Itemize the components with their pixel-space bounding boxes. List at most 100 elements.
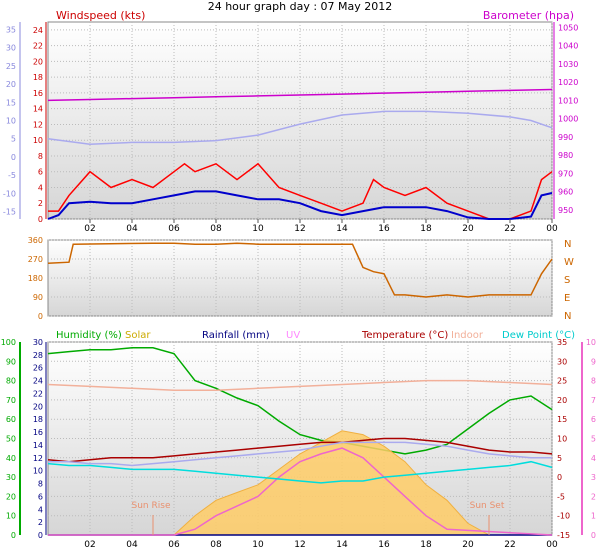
legend-label: Indoor <box>451 330 484 341</box>
wind-tick-label: 24 <box>33 26 43 35</box>
x-tick-label: 00 <box>546 540 558 550</box>
x-tick-label: 20 <box>462 540 474 550</box>
sunset-label: Sun Set <box>470 501 505 511</box>
outer-left-tick-label: -10 <box>3 189 16 198</box>
temperature-tick-label: 0 <box>557 473 562 482</box>
windspeed-axis-label: Windspeed (kts) <box>56 9 145 22</box>
humidity-tick-label: 90 <box>6 357 16 366</box>
humidity-tick-label: 60 <box>6 415 16 424</box>
x-tick-label: 10 <box>252 224 264 234</box>
uv-tick-label: 2 <box>591 492 596 501</box>
rainfall-tick-label: 2 <box>38 518 43 527</box>
x-tick-label: 10 <box>252 540 264 550</box>
rainfall-tick-label: 18 <box>33 415 43 424</box>
x-tick-label: 06 <box>168 540 180 550</box>
direction-tick-label: 180 <box>28 274 43 283</box>
humidity-tick-label: 40 <box>6 454 16 463</box>
panel1-series-line <box>47 110 553 145</box>
rainfall-tick-label: 16 <box>33 428 43 437</box>
uv-tick-label: 4 <box>591 454 596 463</box>
humidity-tick-label: 70 <box>6 396 16 405</box>
rainfall-tick-label: 30 <box>33 338 43 347</box>
temperature-tick-label: 20 <box>557 396 567 405</box>
outer-left-tick-label: 15 <box>6 98 16 107</box>
x-tick-label: 16 <box>378 224 390 234</box>
barometer-tick-label: 980 <box>558 151 573 160</box>
rainfall-tick-label: 4 <box>38 505 43 514</box>
x-tick-label: 22 <box>504 224 515 234</box>
uv-tick-label: 9 <box>591 357 596 366</box>
uv-tick-label: 7 <box>591 396 596 405</box>
wind-tick-label: 14 <box>33 105 43 114</box>
uv-tick-label: 5 <box>591 435 596 444</box>
direction-series-line <box>47 242 553 298</box>
x-tick-label: 04 <box>126 224 138 234</box>
rainfall-tick-label: 26 <box>33 364 43 373</box>
outer-left-tick-label: 10 <box>6 117 16 126</box>
humidity-tick-label: 10 <box>6 512 16 521</box>
temperature-tick-label: -15 <box>557 531 570 540</box>
x-tick-label: 20 <box>462 224 474 234</box>
panel3-series-line <box>47 437 553 463</box>
rainfall-tick-label: 8 <box>38 480 43 489</box>
barometer-tick-label: 960 <box>558 188 573 197</box>
barometer-tick-label: 1020 <box>558 78 578 87</box>
panel1-series-line <box>47 88 553 102</box>
outer-left-tick-label: 5 <box>11 135 16 144</box>
uv-tick-label: 8 <box>591 377 596 386</box>
legend-label: Solar <box>125 330 151 341</box>
temperature-tick-label: -5 <box>557 492 565 501</box>
outer-left-tick-label: 30 <box>6 44 16 53</box>
humidity-tick-label: 100 <box>1 338 16 347</box>
legend-label: Dew Point (°C) <box>502 330 575 341</box>
legend-label: UV <box>286 330 300 341</box>
rainfall-tick-label: 24 <box>33 377 43 386</box>
uv-tick-label: 1 <box>591 512 596 521</box>
temperature-tick-label: 10 <box>557 435 567 444</box>
x-tick-label: 18 <box>420 224 432 234</box>
x-tick-label: 02 <box>84 224 95 234</box>
humidity-tick-label: 50 <box>6 435 16 444</box>
legend-label: Temperature (°C) <box>361 330 448 341</box>
humidity-tick-label: 0 <box>11 531 16 540</box>
rainfall-tick-label: 12 <box>33 454 43 463</box>
x-tick-label: 14 <box>336 224 348 234</box>
uv-tick-label: 6 <box>591 415 596 424</box>
rainfall-tick-label: 22 <box>33 389 43 398</box>
panel1-series-line <box>48 162 553 220</box>
x-tick-label: 08 <box>210 224 222 234</box>
panel3-series-line <box>47 347 553 455</box>
outer-left-tick-label: 25 <box>6 62 16 71</box>
barometer-tick-label: 1030 <box>558 60 578 69</box>
outer-left-tick-label: -15 <box>3 208 16 217</box>
temperature-tick-label: 35 <box>557 338 567 347</box>
temperature-tick-label: 5 <box>557 454 562 463</box>
x-tick-label: 00 <box>546 224 558 234</box>
x-tick-label: 06 <box>168 224 180 234</box>
direction-tick-label: 360 <box>28 236 43 245</box>
wind-tick-label: 0 <box>38 215 43 224</box>
wind-tick-label: 10 <box>33 136 43 145</box>
barometer-tick-label: 1010 <box>558 96 578 105</box>
temperature-tick-label: -10 <box>557 512 570 521</box>
barometer-axis-label: Barometer (hpa) <box>483 9 574 22</box>
rainfall-tick-label: 14 <box>33 441 43 450</box>
humidity-tick-label: 20 <box>6 492 16 501</box>
x-tick-label: 04 <box>126 540 138 550</box>
compass-label: E <box>564 293 570 304</box>
rainfall-tick-label: 6 <box>38 492 43 501</box>
solar-area <box>48 430 552 536</box>
wind-tick-label: 8 <box>38 152 43 161</box>
compass-label: N <box>564 311 571 322</box>
wind-tick-label: 6 <box>38 168 43 177</box>
uv-tick-label: 3 <box>591 473 596 482</box>
compass-label: S <box>564 275 570 286</box>
rainfall-tick-label: 20 <box>33 402 43 411</box>
x-tick-label: 12 <box>294 540 305 550</box>
panel3-series-line <box>47 379 553 392</box>
uv-tick-label: 0 <box>591 531 596 540</box>
x-tick-label: 16 <box>378 540 390 550</box>
uv-tick-label: 10 <box>586 338 596 347</box>
legend-label: Rainfall (mm) <box>202 330 270 341</box>
